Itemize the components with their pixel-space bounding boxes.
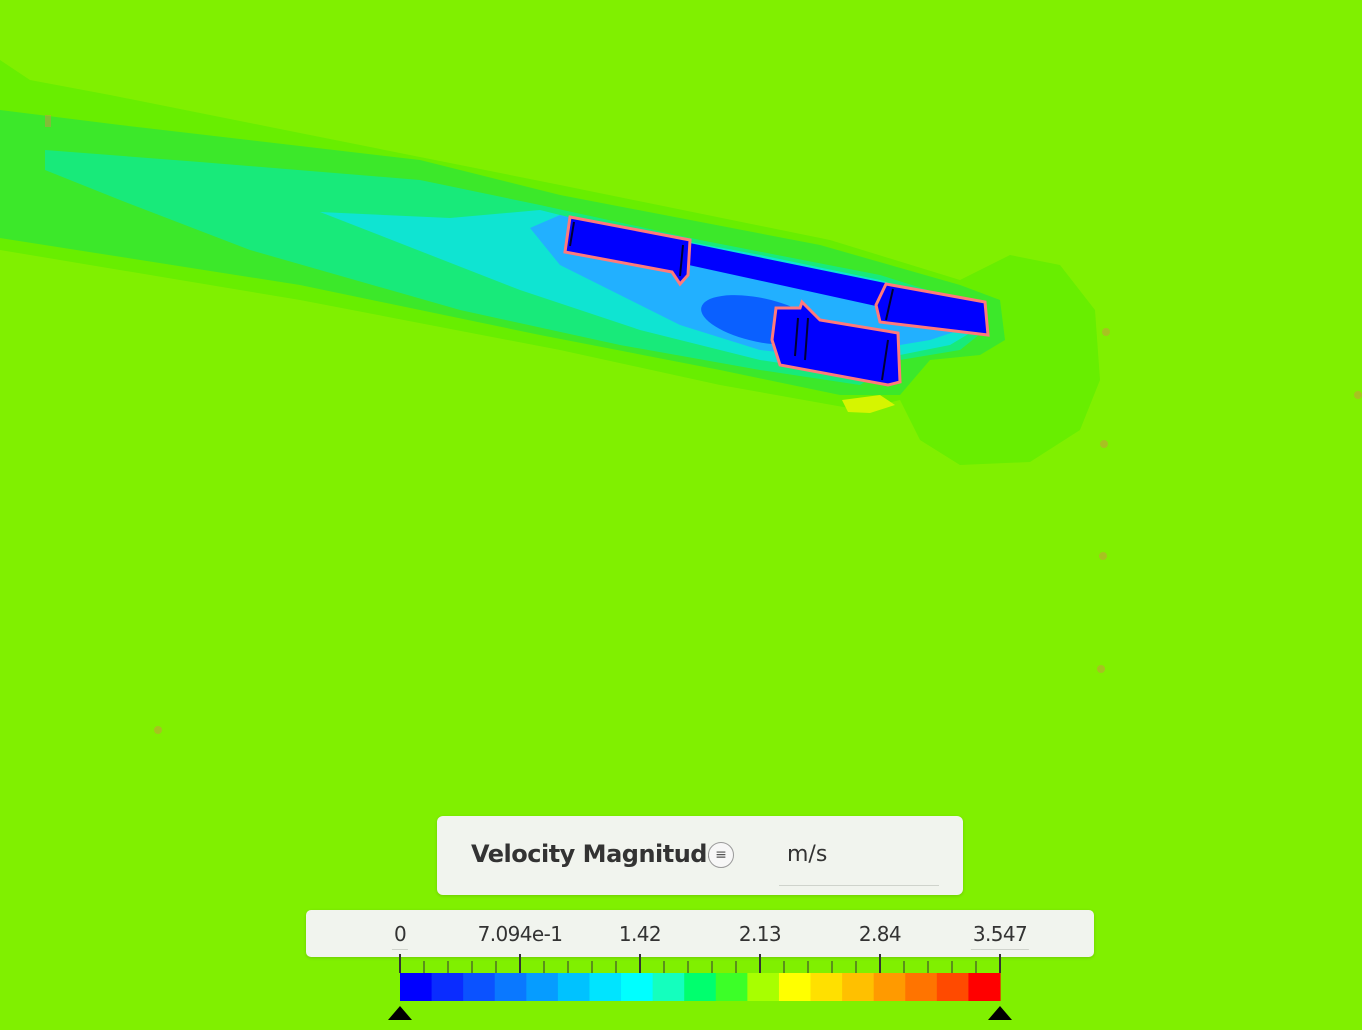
color-swatch [526,973,559,1001]
connecting-body [675,240,885,308]
color-swatch [557,973,591,1001]
body-upper-left [563,215,692,287]
legend-min-input[interactable]: 0 [391,922,409,950]
body-edge-lines [569,221,894,381]
color-swatch [621,973,654,1001]
legend-tick-label: 1.42 [618,922,662,946]
color-swatch [810,973,843,1001]
max-slider-handle[interactable] [988,1006,1012,1020]
color-swatch [778,973,812,1001]
unit-select[interactable]: m/s [779,834,939,886]
color-swatch [905,973,938,1001]
list-icon[interactable]: ≡ [708,842,734,868]
color-swatch [842,973,875,1001]
color-swatch [431,973,464,1001]
color-swatch [494,973,527,1001]
color-scale-bar [388,954,1012,1020]
color-swatch [873,973,906,1001]
color-swatch [968,973,1001,1001]
min-slider-handle[interactable] [388,1006,412,1020]
legend-title-panel: Velocity Magnitude ≡ m/s [437,816,963,895]
legend-tick-label: 2.84 [858,922,902,946]
color-swatch [715,973,748,1001]
body-right [874,282,990,337]
legend-tick-label: 7.094e-1 [477,922,563,946]
color-swatch [652,973,685,1001]
legend-tick-label: 2.13 [738,922,782,946]
body-lower [770,299,902,387]
legend-title: Velocity Magnitude [471,840,723,868]
color-swatch [589,973,622,1001]
unit-value: m/s [787,842,828,867]
color-swatch [684,973,717,1001]
yellow-spot [842,395,895,413]
legend-ticks-panel: 0 7.094e-1 1.42 2.13 2.84 3.547 [306,910,1094,957]
probe-markers [45,115,1362,734]
color-swatch [463,973,496,1001]
legend-max-input[interactable]: 3.547 [970,922,1030,950]
color-swatch [936,973,970,1001]
color-swatch [747,973,780,1001]
color-swatch [400,973,433,1001]
